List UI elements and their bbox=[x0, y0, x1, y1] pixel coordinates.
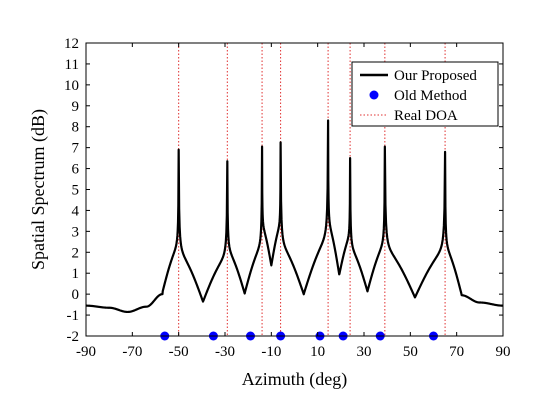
y-tick-label: -1 bbox=[67, 308, 80, 324]
x-tick-label: -30 bbox=[215, 344, 235, 360]
y-tick-label: 5 bbox=[72, 183, 80, 199]
legend-swatch-old-method bbox=[369, 90, 379, 100]
x-tick-label: 90 bbox=[496, 344, 511, 360]
x-tick-label: -10 bbox=[261, 344, 281, 360]
x-tick-label: 50 bbox=[403, 344, 418, 360]
x-tick-label: 70 bbox=[449, 344, 464, 360]
y-axis-title: Spatial Spectrum (dB) bbox=[28, 109, 49, 270]
proposed-spectrum-curve bbox=[85, 119, 504, 314]
y-tick-label: 0 bbox=[72, 287, 80, 303]
y-tick-label: 6 bbox=[72, 162, 80, 178]
y-tick-label: 3 bbox=[72, 224, 80, 240]
legend: Our Proposed Old Method Real DOA bbox=[351, 61, 499, 127]
legend-label-old-method: Old Method bbox=[394, 88, 467, 104]
proposed-spectrum-line bbox=[85, 119, 504, 314]
y-tick-label: 1 bbox=[72, 266, 80, 282]
x-axis-ticks: -90 -70 -50 -30 -10 10 30 50 70 90 bbox=[76, 43, 511, 360]
x-tick-label: -70 bbox=[122, 344, 142, 360]
y-tick-label: 10 bbox=[64, 78, 79, 94]
y-tick-label: 9 bbox=[72, 99, 80, 115]
y-tick-label: -2 bbox=[67, 329, 80, 345]
y-tick-label: 7 bbox=[72, 141, 80, 157]
y-tick-label: 4 bbox=[72, 203, 80, 219]
legend-label-real-doa: Real DOA bbox=[394, 108, 458, 124]
y-tick-label: 2 bbox=[72, 245, 80, 261]
x-axis-title: Azimuth (deg) bbox=[242, 369, 347, 390]
legend-label-our-proposed: Our Proposed bbox=[394, 68, 477, 84]
x-tick-label: -90 bbox=[76, 344, 96, 360]
y-tick-label: 8 bbox=[72, 120, 80, 136]
x-tick-label: 10 bbox=[310, 344, 325, 360]
x-tick-label: -50 bbox=[169, 344, 189, 360]
y-tick-label: 11 bbox=[65, 57, 79, 73]
y-tick-label: 12 bbox=[64, 36, 79, 52]
x-tick-label: 30 bbox=[357, 344, 372, 360]
